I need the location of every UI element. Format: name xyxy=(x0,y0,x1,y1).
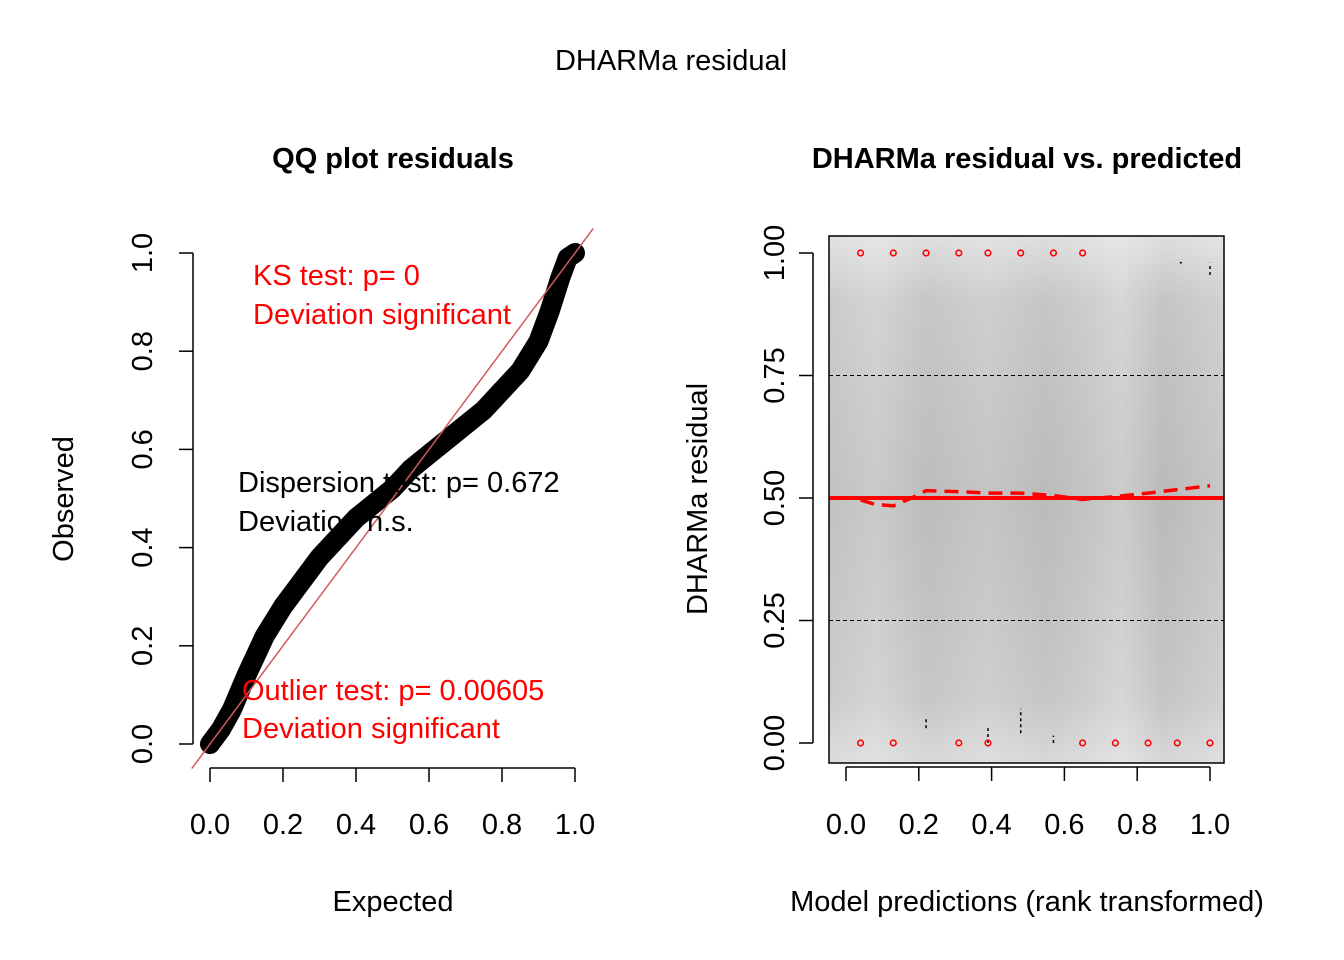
residual-x-tick-label: 1.0 xyxy=(1190,809,1230,841)
outlier-point-bottom xyxy=(1206,739,1214,747)
qq-y-tick-label: 0.2 xyxy=(127,626,159,666)
residual-plot-area: 0.0 0.2 0.4 0.6 0.8 1.0 0.00 0.25 0.50 0.75 1.00 xyxy=(759,225,1230,841)
outlier-point-bottom xyxy=(889,739,897,747)
qq-y-tick-label: 1.0 xyxy=(127,233,159,273)
qq-plot-area: 0.0 0.2 0.4 0.6 0.8 1.0 0.0 0.2 0.4 0.6 0.8 1.0 xyxy=(127,228,595,841)
dispersion-deviation-label: Deviation n.s. xyxy=(238,506,414,538)
figure-title: DHARMa residual xyxy=(555,45,787,77)
qq-x-tick-label: 0.8 xyxy=(482,809,522,841)
outlier-point-bottom xyxy=(856,739,865,747)
outlier-point-bottom xyxy=(1144,739,1152,747)
outlier-point-bottom xyxy=(984,739,992,747)
qq-xlabel: Expected xyxy=(333,886,454,918)
outlier-point-bottom xyxy=(955,739,963,747)
outlier-point-top xyxy=(1049,249,1058,257)
outlier-point-bottom xyxy=(1173,739,1181,747)
ks-deviation-label: Deviation significant xyxy=(253,299,511,331)
qq-x-tick-label: 1.0 xyxy=(555,809,595,841)
outlier-point-bottom xyxy=(1078,739,1087,747)
qq-panel: QQ plot residuals 0.0 0.2 0.4 0.6 0.8 1.00.00… xyxy=(48,143,595,918)
residual-x-tick-label: 0.2 xyxy=(899,809,939,841)
qq-y-tick-label: 0.8 xyxy=(127,331,159,371)
residual-y-tick-label: 0.75 xyxy=(759,347,791,403)
qq-points xyxy=(200,243,585,754)
residual-plot-box xyxy=(828,235,1225,764)
outlier-point-top xyxy=(922,249,930,257)
residual-y-tick-label: 1.00 xyxy=(759,225,791,281)
qq-y-tick-label: 0.4 xyxy=(127,527,159,567)
outlier-point-top xyxy=(1078,249,1087,257)
outlier-point-top xyxy=(1017,249,1025,257)
residual-title: DHARMa residual vs. predicted xyxy=(812,143,1242,175)
residual-x-tick-label: 0.0 xyxy=(826,809,866,841)
qq-annotations: KS test: p= 0 Deviation significant Disp… xyxy=(238,260,560,745)
outlier-point-bottom xyxy=(1111,739,1119,747)
residual-ylabel: DHARMa residual xyxy=(682,383,714,615)
residual-y-tick-label: 0.50 xyxy=(759,470,791,526)
residual-x-tick-label: 0.4 xyxy=(971,809,1011,841)
qq-x-tick-label: 0.4 xyxy=(336,809,376,841)
qq-x-tick-label: 0.0 xyxy=(190,809,230,841)
residual-point xyxy=(1179,261,1182,264)
qq-y-tick-label: 0.0 xyxy=(127,724,159,764)
residual-y-tick-label: 0.25 xyxy=(759,592,791,648)
outlier-deviation-label: Deviation significant xyxy=(242,713,500,745)
ks-test-label: KS test: p= 0 xyxy=(253,260,420,292)
residual-x-tick-label: 0.8 xyxy=(1117,809,1157,841)
qq-ylabel: Observed xyxy=(48,436,80,562)
residual-x-tick-label: 0.6 xyxy=(1044,809,1084,841)
outlier-point-top xyxy=(984,249,992,257)
residual-panel: DHARMa residual vs. predicted 0.0 0.2 0.4 0… xyxy=(682,143,1264,918)
residual-xlabel: Model predictions (rank transformed) xyxy=(790,886,1264,918)
qq-title: QQ plot residuals xyxy=(272,143,514,175)
residual-quantile-spline xyxy=(860,484,1211,508)
qq-identity-line xyxy=(191,228,594,769)
qq-x-tick-label: 0.2 xyxy=(263,809,303,841)
qq-x-tick-label: 0.6 xyxy=(409,809,449,841)
qq-y-tick-label: 0.6 xyxy=(127,429,159,469)
outlier-point-top xyxy=(955,249,963,257)
outlier-point-top xyxy=(889,249,897,257)
dispersion-test-label: Dispersion test: p= 0.672 xyxy=(238,467,560,499)
outlier-test-label: Outlier test: p= 0.00605 xyxy=(242,675,544,707)
outlier-point-top xyxy=(856,249,865,257)
residual-y-tick-label: 0.00 xyxy=(759,715,791,771)
